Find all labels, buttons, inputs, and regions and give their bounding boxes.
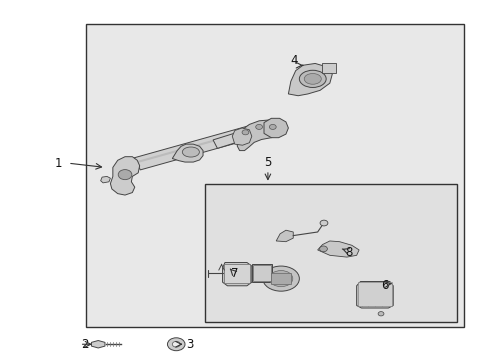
Polygon shape [134,124,262,170]
Text: 2: 2 [81,338,88,351]
Circle shape [319,246,327,252]
Ellipse shape [262,266,299,291]
Polygon shape [356,282,392,308]
Text: 5: 5 [263,156,270,169]
Circle shape [255,125,262,130]
Bar [321,63,335,73]
Circle shape [172,341,180,347]
Circle shape [320,220,327,226]
Ellipse shape [182,147,199,157]
Polygon shape [101,176,110,183]
Bar [251,264,272,282]
Polygon shape [213,120,280,148]
Polygon shape [172,144,203,162]
Polygon shape [288,63,331,96]
Bar [224,264,250,283]
Text: 4: 4 [289,54,297,67]
Bar [86,24,463,327]
Polygon shape [264,118,288,138]
Bar [357,282,391,306]
Circle shape [242,130,248,135]
Polygon shape [232,128,251,145]
Polygon shape [222,262,251,286]
Bar [205,184,456,321]
Text: 1: 1 [54,157,62,170]
Bar [271,273,290,284]
Text: 8: 8 [345,246,352,259]
Polygon shape [317,241,358,257]
Circle shape [118,170,132,180]
Circle shape [269,125,276,130]
Text: 3: 3 [186,338,193,351]
Circle shape [167,338,184,351]
Ellipse shape [299,70,325,87]
Polygon shape [91,341,105,348]
Polygon shape [110,157,140,195]
Ellipse shape [304,73,321,84]
Polygon shape [237,120,281,150]
Text: 7: 7 [230,267,238,280]
Circle shape [377,312,383,316]
Text: 6: 6 [381,279,388,292]
Polygon shape [276,230,293,242]
Ellipse shape [269,271,292,287]
Bar [253,265,270,281]
